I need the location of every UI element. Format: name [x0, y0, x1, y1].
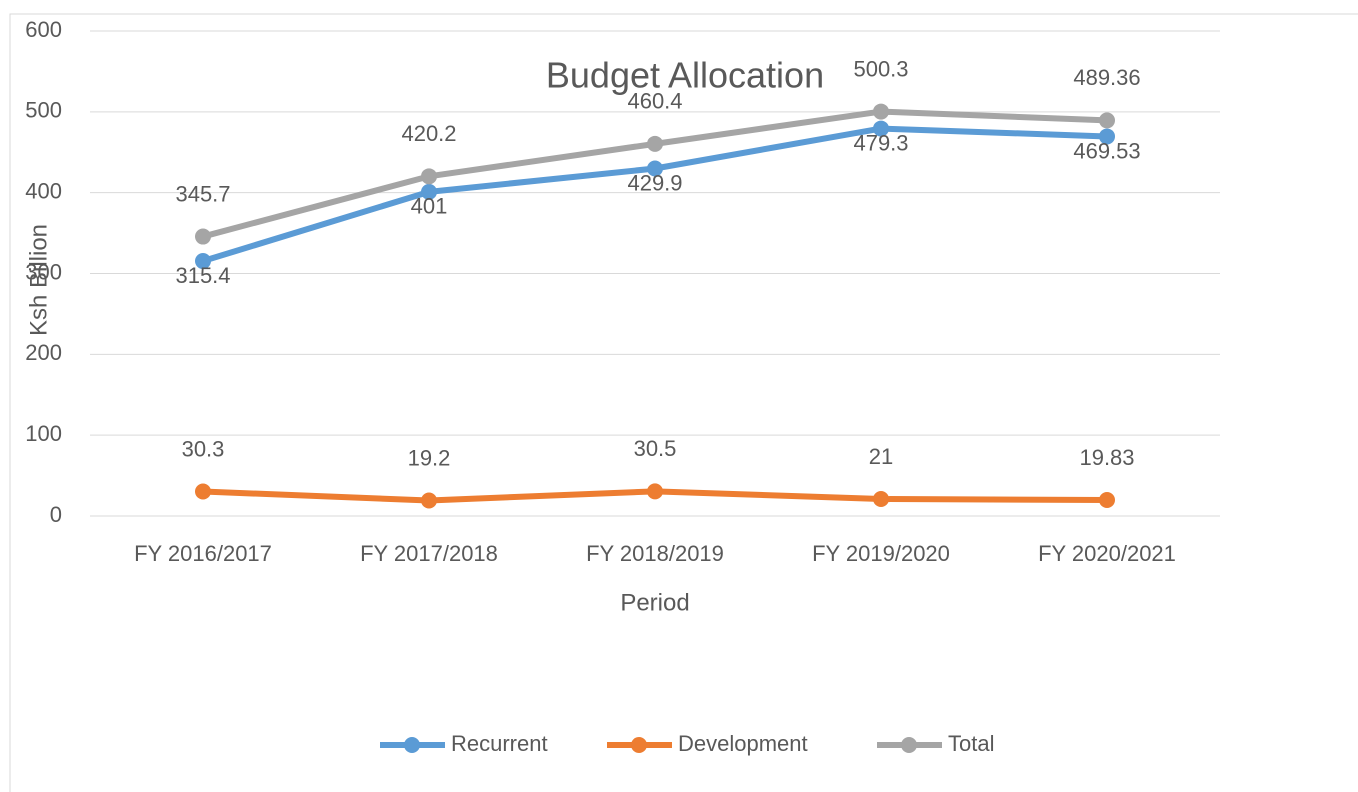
- data-label: 345.7: [175, 181, 230, 206]
- x-tick-label: FY 2017/2018: [360, 541, 498, 566]
- data-label: 429.9: [627, 170, 682, 195]
- marker: [421, 168, 437, 185]
- data-label: 460.4: [627, 89, 682, 114]
- marker: [1099, 112, 1115, 129]
- y-tick-label: 300: [25, 259, 62, 284]
- legend-marker: [901, 737, 917, 753]
- marker: [195, 253, 211, 270]
- marker: [647, 483, 663, 500]
- data-label: 19.83: [1079, 445, 1134, 470]
- x-tick-label: FY 2016/2017: [134, 541, 272, 566]
- data-label: 21: [869, 444, 893, 469]
- marker: [873, 491, 889, 508]
- data-label: 500.3: [853, 56, 908, 81]
- data-label: 420.2: [401, 121, 456, 146]
- marker: [421, 183, 437, 200]
- legend-marker: [404, 737, 420, 753]
- x-tick-label: FY 2018/2019: [586, 541, 724, 566]
- chart-title: Budget Allocation: [546, 55, 824, 96]
- y-tick-label: 400: [25, 178, 62, 203]
- y-tick-label: 100: [25, 421, 62, 446]
- data-label: 315.4: [175, 263, 230, 288]
- y-tick-label: 500: [25, 98, 62, 123]
- y-axis-title: Ksh Billion: [25, 224, 52, 336]
- legend-label: Recurrent: [451, 731, 548, 756]
- marker: [873, 103, 889, 120]
- data-label: 479.3: [853, 130, 908, 155]
- chart-border: [9, 13, 1358, 792]
- marker: [195, 483, 211, 500]
- data-label: 401: [411, 194, 448, 219]
- legend-label: Development: [678, 731, 808, 756]
- x-tick-label: FY 2020/2021: [1038, 541, 1176, 566]
- x-axis-title: Period: [620, 589, 689, 616]
- marker: [873, 120, 889, 137]
- data-label: 469.53: [1073, 138, 1140, 163]
- marker: [1099, 491, 1115, 508]
- data-label: 489.36: [1073, 65, 1140, 90]
- data-label: 19.2: [408, 445, 451, 470]
- marker: [647, 160, 663, 177]
- legend-marker: [631, 737, 647, 753]
- x-tick-label: FY 2019/2020: [812, 541, 950, 566]
- marker: [647, 135, 663, 152]
- y-tick-label: 600: [25, 17, 62, 42]
- y-tick-label: 200: [25, 340, 62, 365]
- marker: [195, 228, 211, 245]
- marker: [421, 492, 437, 509]
- legend-label: Total: [948, 731, 994, 756]
- data-label: 30.3: [182, 436, 225, 461]
- marker: [1099, 128, 1115, 145]
- y-tick-label: 0: [50, 502, 62, 527]
- data-label: 30.5: [634, 436, 677, 461]
